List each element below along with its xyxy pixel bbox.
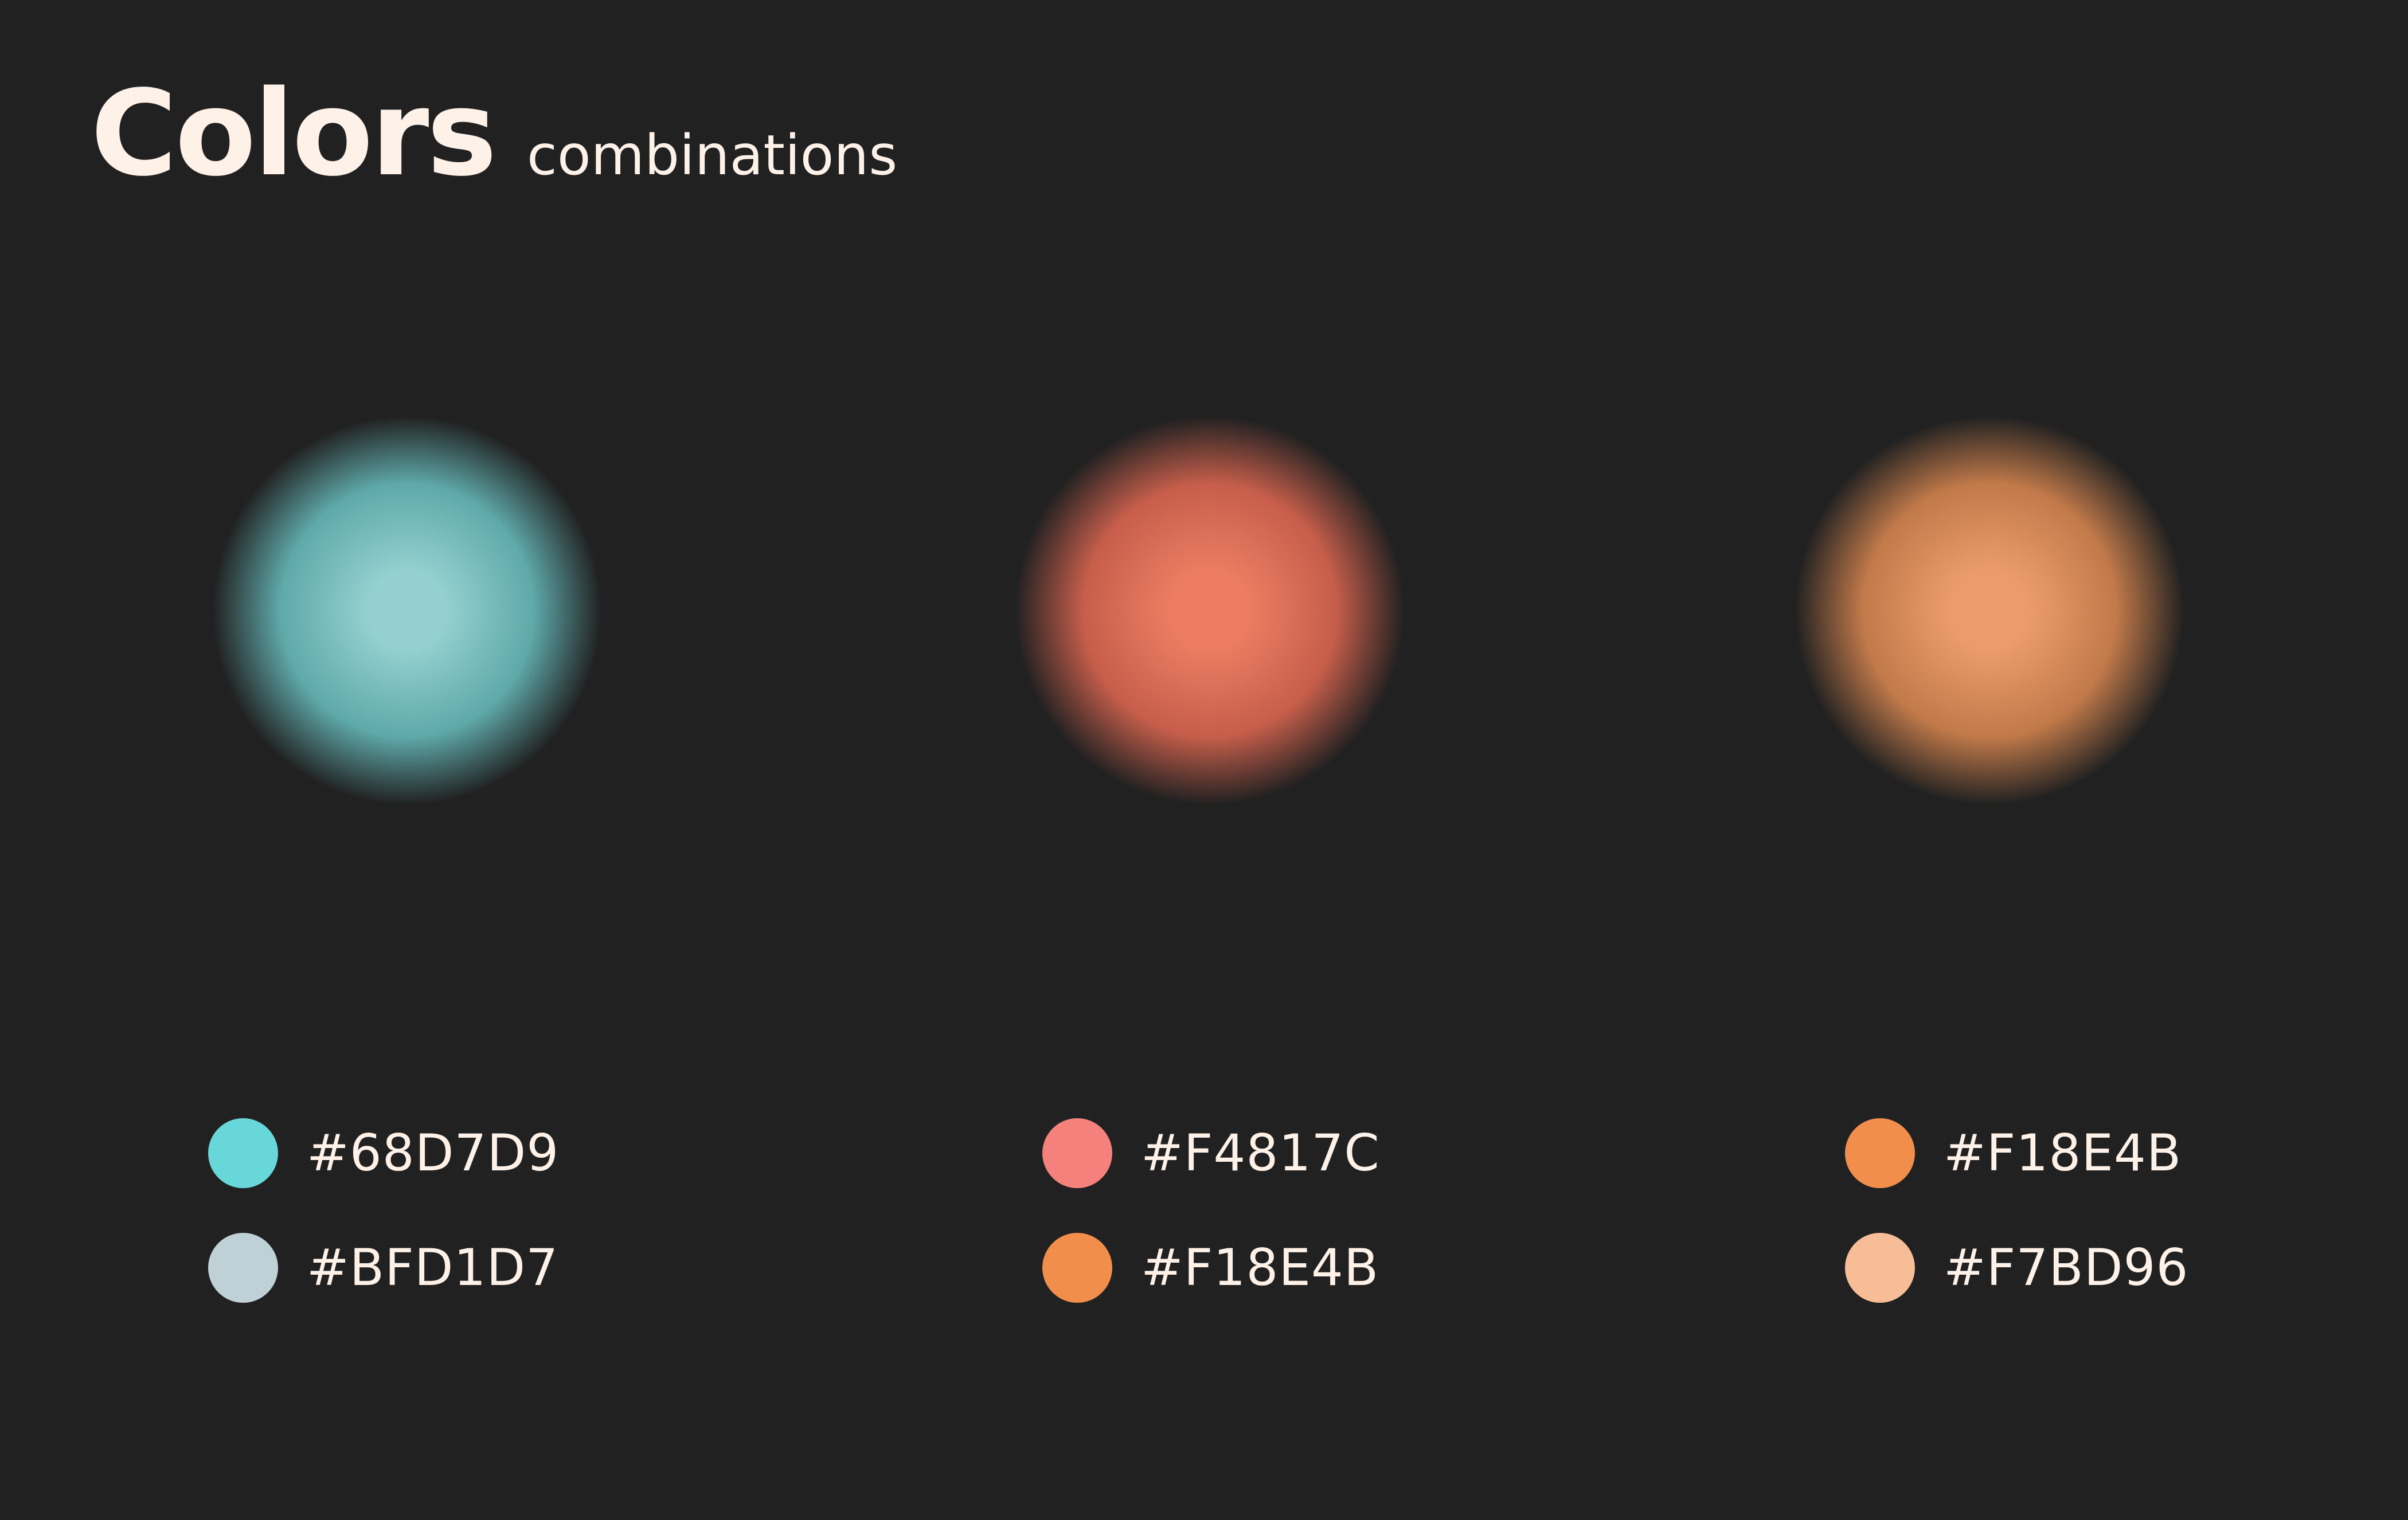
color-dot	[1845, 1233, 1915, 1303]
page-subtitle: combinations	[527, 128, 897, 183]
swatch-row: #68D7D9	[208, 1118, 559, 1188]
swatch-row: #F7BD96	[1845, 1233, 2188, 1303]
hex-label: #F4817C	[1141, 1128, 1380, 1178]
swatch-row: #F18E4B	[1845, 1118, 2182, 1188]
hex-label: #F7BD96	[1944, 1243, 2188, 1293]
color-dot	[1042, 1233, 1112, 1303]
swatch-row: #F4817C	[1042, 1118, 1380, 1188]
teal-gradient-blob	[63, 267, 751, 954]
hex-label: #BFD1D7	[307, 1243, 558, 1293]
page-title: Colors	[91, 75, 495, 193]
page-header: Colors combinations	[91, 75, 897, 193]
hex-label: #F18E4B	[1141, 1243, 1379, 1293]
hex-label: #F18E4B	[1944, 1128, 2182, 1178]
amber-gradient-blob	[1645, 267, 2333, 954]
color-dot	[1042, 1118, 1112, 1188]
color-dot	[1845, 1118, 1915, 1188]
hex-label: #68D7D9	[307, 1128, 559, 1178]
coral-gradient-blob	[866, 267, 1554, 954]
swatch-row: #F18E4B	[1042, 1233, 1379, 1303]
color-dot	[208, 1118, 278, 1188]
color-dot	[208, 1233, 278, 1303]
swatch-row: #BFD1D7	[208, 1233, 558, 1303]
